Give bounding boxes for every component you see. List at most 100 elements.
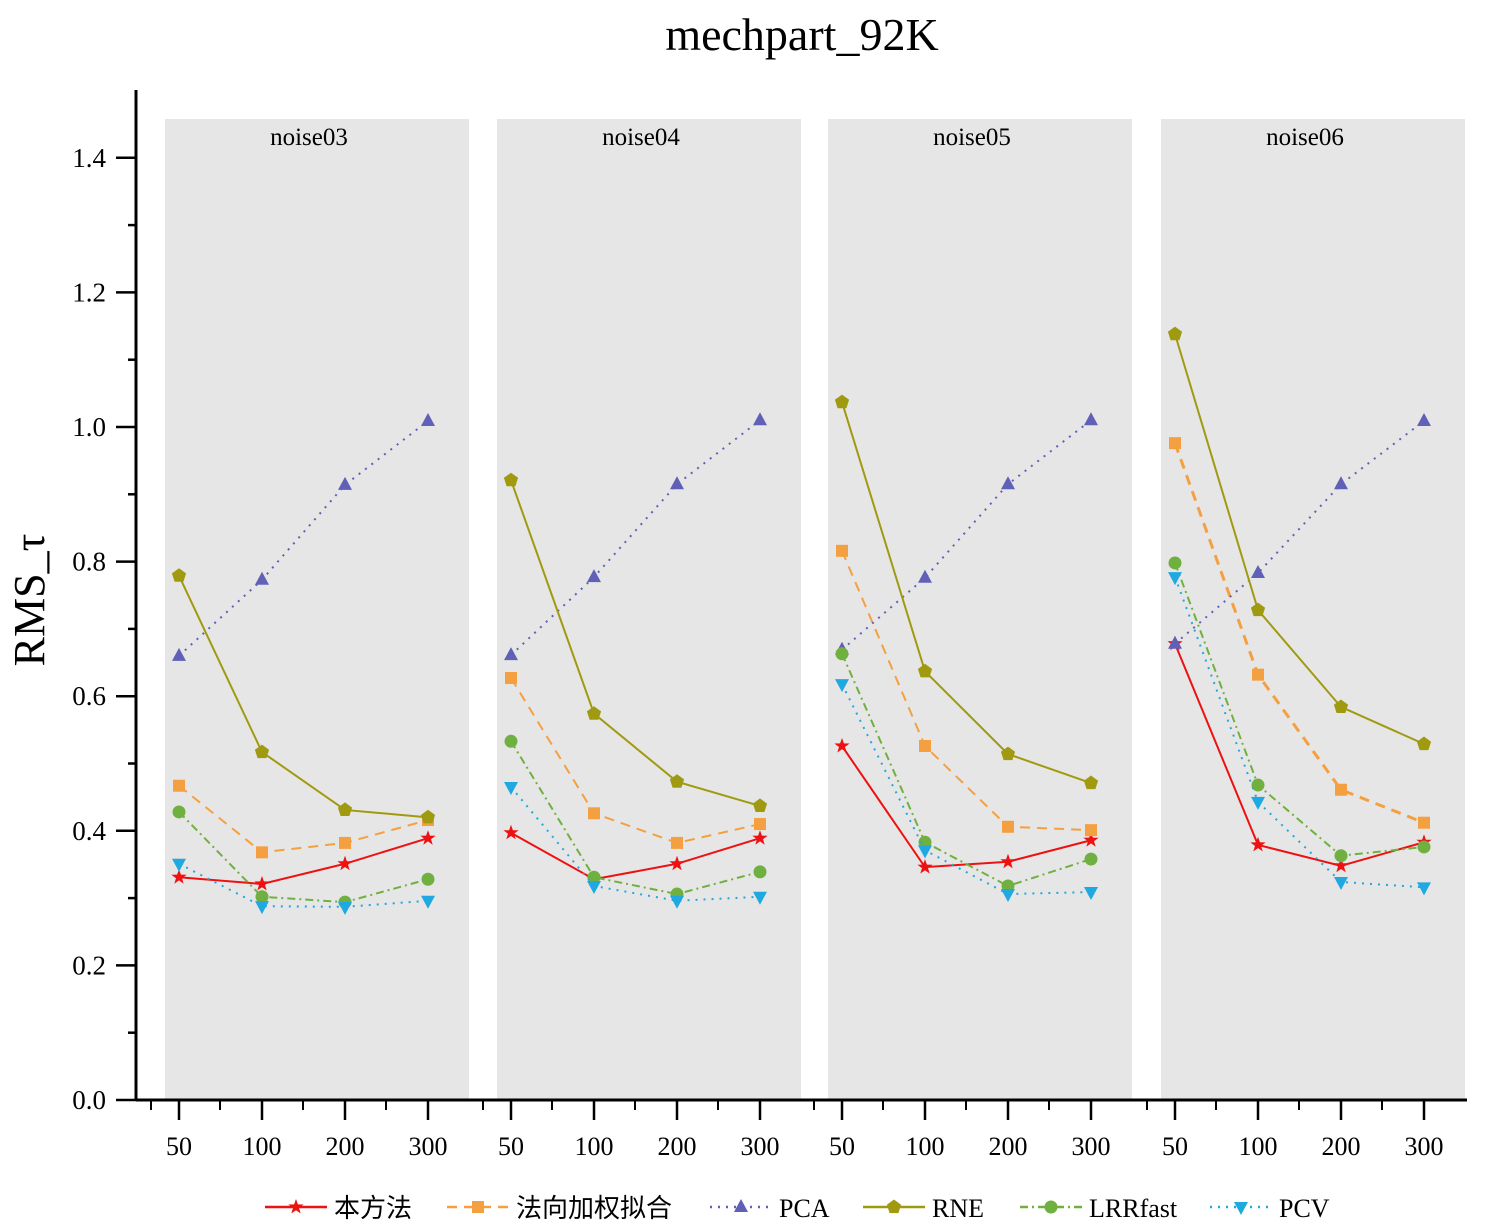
data-point	[918, 845, 932, 859]
data-point	[1168, 556, 1182, 570]
data-point	[172, 647, 186, 661]
data-point	[1252, 668, 1264, 681]
data-point	[752, 798, 768, 812]
data-point	[1000, 746, 1016, 761]
data-point	[338, 901, 352, 915]
y-axis-label: RMS_τ	[5, 534, 54, 667]
data-point	[1335, 783, 1347, 796]
data-point	[669, 855, 685, 871]
legend-marker	[1044, 1200, 1058, 1214]
panel-noise03: noise03	[165, 119, 469, 1100]
data-point	[255, 571, 269, 585]
legend-item: RNE	[863, 1194, 984, 1223]
data-point	[421, 872, 435, 886]
data-point	[173, 779, 185, 792]
data-point	[504, 734, 518, 748]
data-point	[1333, 699, 1349, 713]
x-tick-label: 100	[906, 1132, 945, 1161]
data-point	[1002, 820, 1014, 833]
data-point	[339, 836, 351, 849]
x-tick-label: 50	[829, 1132, 855, 1161]
y-tick-label: 0.0	[72, 1085, 106, 1115]
x-tick-label: 50	[1162, 1132, 1188, 1161]
x-tick-label: 300	[741, 1132, 780, 1161]
x-tick-label: 200	[989, 1132, 1028, 1161]
legend-label: RNE	[932, 1194, 984, 1223]
data-point	[505, 672, 517, 685]
data-point	[753, 891, 767, 905]
data-point	[752, 830, 768, 845]
data-point	[255, 890, 269, 904]
x-tick-label: 100	[243, 1132, 282, 1161]
data-point	[172, 805, 186, 819]
data-point	[836, 544, 848, 557]
legend-item: 法向加权拟合	[447, 1194, 672, 1223]
data-point	[1251, 778, 1265, 792]
data-point	[1168, 572, 1182, 586]
x-tick-label: 300	[409, 1132, 448, 1161]
data-point	[503, 824, 519, 840]
legend-label: 法向加权拟合	[516, 1194, 672, 1223]
panel-background	[1161, 119, 1465, 1100]
data-point	[1250, 602, 1266, 617]
series-line	[1174, 643, 1425, 867]
data-point	[1084, 887, 1098, 901]
x-tick-label: 50	[166, 1132, 192, 1161]
x-tick-label: 50	[498, 1132, 524, 1161]
data-point	[1169, 437, 1181, 450]
data-point	[420, 809, 436, 824]
data-point	[504, 647, 518, 661]
chart-title: mechpart_92K	[665, 9, 938, 60]
series-line	[178, 862, 429, 908]
x-tick-label: 100	[1239, 1132, 1278, 1161]
legend-label: PCV	[1279, 1194, 1330, 1223]
data-point	[1334, 849, 1348, 863]
data-point	[753, 412, 767, 426]
x-tick-label: 300	[1072, 1132, 1111, 1161]
panel-noise05: noise05	[828, 119, 1132, 1100]
legend-marker	[472, 1201, 484, 1213]
series-line	[510, 479, 761, 807]
series-line	[178, 811, 429, 904]
data-point	[1001, 889, 1015, 903]
data-point	[1418, 816, 1430, 829]
series-line	[841, 401, 1092, 784]
data-point	[421, 895, 435, 909]
series-line	[841, 683, 1092, 896]
data-point	[588, 807, 600, 820]
x-tick-label: 200	[1322, 1132, 1361, 1161]
data-point	[503, 472, 519, 487]
data-point	[171, 568, 187, 582]
data-point	[1085, 824, 1097, 837]
panel-label: noise03	[270, 124, 348, 151]
legend-label: LRRfast	[1089, 1194, 1178, 1223]
legend-item: PCA	[710, 1194, 830, 1223]
data-point	[421, 412, 435, 426]
data-point	[256, 846, 268, 859]
data-point	[587, 569, 601, 583]
y-tick-label: 1.2	[72, 277, 106, 307]
data-point	[1334, 876, 1348, 890]
legend-marker	[886, 1199, 902, 1214]
data-point	[1251, 565, 1265, 579]
panel-label: noise06	[1266, 124, 1344, 151]
panel-background	[497, 119, 801, 1100]
series-line	[178, 837, 429, 885]
data-point	[255, 901, 269, 915]
data-point	[1416, 736, 1432, 751]
panel-background	[165, 119, 469, 1100]
series-line	[841, 653, 1092, 888]
legend-marker	[288, 1199, 304, 1214]
data-point	[1417, 412, 1431, 426]
series-line	[1173, 442, 1425, 825]
data-point	[1251, 796, 1265, 810]
data-point	[1001, 476, 1015, 490]
data-point	[586, 706, 602, 720]
y-tick-label: 0.2	[72, 950, 106, 980]
series-line	[841, 550, 1092, 832]
series-line	[178, 420, 429, 657]
data-point	[1417, 840, 1431, 854]
legend-marker	[734, 1199, 748, 1212]
data-point	[254, 744, 270, 759]
data-point	[753, 865, 767, 879]
